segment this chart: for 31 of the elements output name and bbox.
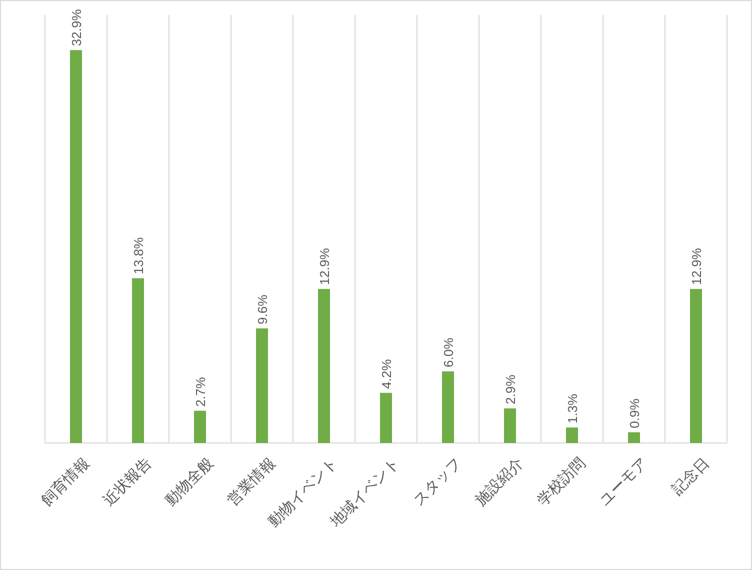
x-tick-label: ユーモア xyxy=(596,454,651,510)
data-label: 4.2% xyxy=(379,358,394,389)
data-label: 1.3% xyxy=(565,393,580,424)
bar xyxy=(566,427,578,443)
x-tick-label: 動物全般 xyxy=(162,454,217,510)
bar xyxy=(256,328,268,443)
x-tick-label: 施設紹介 xyxy=(472,454,527,510)
data-label: 6.0% xyxy=(441,337,456,368)
x-tick-label: 営業情報 xyxy=(224,454,279,510)
data-label: 12.9% xyxy=(689,248,704,285)
bar xyxy=(194,410,206,443)
x-tick-label: 飼育情報 xyxy=(38,454,93,510)
data-label: 2.7% xyxy=(193,376,208,407)
bar xyxy=(504,408,516,443)
x-tick-label: 近状報告 xyxy=(100,454,155,510)
bar xyxy=(70,50,82,443)
x-tick-label: スタッフ xyxy=(410,454,465,510)
bar xyxy=(132,278,144,443)
bar xyxy=(380,392,392,443)
data-label: 0.9% xyxy=(627,398,642,428)
data-label: 2.9% xyxy=(503,374,518,404)
x-tick-label: 学校訪問 xyxy=(534,454,589,510)
x-tick-label: 記念日 xyxy=(668,454,713,499)
bar xyxy=(690,288,702,443)
bar xyxy=(442,371,454,443)
data-label: 13.8% xyxy=(131,236,146,274)
bar xyxy=(318,288,330,443)
data-label: 12.9% xyxy=(317,248,332,285)
bar xyxy=(628,432,640,443)
data-label: 32.9% xyxy=(69,8,84,46)
data-label: 9.6% xyxy=(255,294,270,324)
